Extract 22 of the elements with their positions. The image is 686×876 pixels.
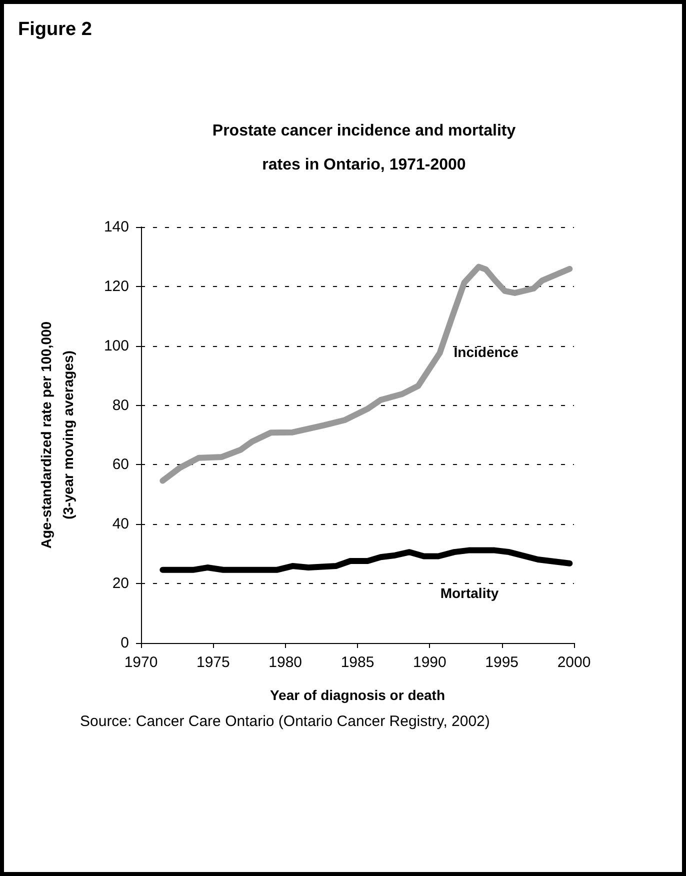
series-label: Incidence	[454, 344, 519, 360]
y-tick-label: 20	[112, 575, 129, 592]
x-tick-label: 2000	[557, 654, 591, 671]
y-tick-label: 80	[112, 396, 129, 414]
y-tick-label: 120	[104, 278, 129, 295]
x-tick-label: 1975	[196, 654, 230, 671]
x-tick-label: 1995	[485, 654, 519, 671]
x-tick-label: 1990	[412, 654, 446, 671]
y-axis-title: Age-standardized rate per 100,000 (3-year moving averages)	[38, 321, 76, 549]
text: Mortality	[440, 585, 499, 602]
source-note: Source: Cancer Care Ontario (Ontario Cancer Registry, 2002)	[80, 713, 490, 730]
y-tick-label: 40	[112, 516, 129, 533]
y-tick-label: 60	[112, 456, 129, 474]
y-tick-label: 140	[104, 218, 129, 236]
x-axis-title: Year of diagnosis or death	[270, 687, 446, 703]
y-tick-label: 100	[104, 337, 129, 354]
x-tick-label: 1985	[340, 654, 374, 671]
x-tick-label: 1980	[268, 654, 302, 671]
x-tick-label: 1970	[124, 654, 158, 671]
y-tick-label: 0	[120, 634, 129, 652]
caption: Figure 2	[18, 19, 92, 40]
chart-title: Prostate cancer incidence and mortality rates in Ontario, 1971-2000	[212, 122, 516, 174]
